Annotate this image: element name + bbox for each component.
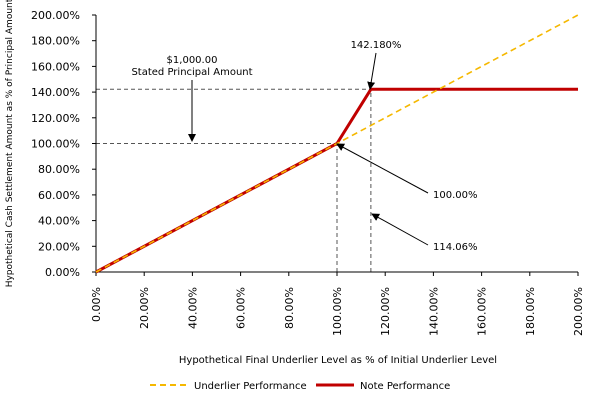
legend-underlier-label: Underlier Performance — [194, 381, 307, 392]
y-tick-label: 180.00% — [31, 35, 80, 48]
principal-amount-caption: Stated Principal Amount — [131, 67, 252, 78]
y-tick-label: 80.00% — [38, 163, 80, 176]
x-tick-label: 120.00% — [379, 287, 392, 336]
y-tick-label: 140.00% — [31, 86, 80, 99]
x-tick-label: 60.00% — [235, 287, 248, 329]
x-axis-label: Hypothetical Final Underlier Level as % … — [179, 355, 497, 366]
y-tick-label: 40.00% — [38, 215, 80, 228]
y-tick-label: 60.00% — [38, 189, 80, 202]
legend-note-label: Note Performance — [360, 381, 450, 392]
axes — [92, 14, 579, 276]
x-tick-label: 40.00% — [186, 287, 199, 329]
cap-label: 142.180% — [351, 40, 402, 51]
legend: Underlier Performance Note Performance — [150, 381, 450, 392]
hundred-percent-label: 100.00% — [433, 190, 478, 201]
y-tick-label: 0.00% — [45, 266, 80, 279]
y-tick-label: 160.00% — [31, 60, 80, 73]
x-tick-label: 100.00% — [331, 287, 344, 336]
x-tick-label: 0.00% — [90, 287, 103, 322]
x-tick-label: 200.00% — [572, 287, 585, 336]
x-tick-labels: 0.00% 20.00% 40.00% 60.00% 80.00% 100.00% 120.… — [90, 287, 585, 336]
series-line-note-performance — [95, 87, 578, 274]
y-tick-label: 120.00% — [31, 112, 80, 125]
x-tick-label: 140.00% — [427, 287, 440, 336]
x-tick-label: 180.00% — [524, 287, 537, 336]
reference-lines — [96, 88, 372, 272]
annotations: $1,000.00 Stated Principal Amount 142.18… — [131, 40, 477, 253]
hundred-percent-arrow — [336, 143, 429, 194]
cap-arrow — [367, 52, 377, 90]
y-tick-label: 200.00% — [31, 9, 80, 22]
x-tick-label: 160.00% — [476, 287, 489, 336]
series-line-underlier-performance — [95, 14, 579, 273]
x-tick-label: 20.00% — [138, 287, 151, 329]
x114-label: 114.06% — [433, 242, 478, 253]
y-tick-labels: 0.00% 20.00% 40.00% 60.00% 80.00% 100.00% 120.… — [31, 9, 80, 279]
x114-arrow — [371, 213, 429, 246]
principal-amount-label: $1,000.00 — [167, 55, 218, 66]
series — [95, 14, 579, 274]
y-tick-label: 20.00% — [38, 240, 80, 253]
y-tick-label: 100.00% — [31, 138, 80, 151]
x-tick-label: 80.00% — [283, 287, 296, 329]
axis-labels: Hypothetical Final Underlier Level as % … — [5, 0, 497, 366]
y-axis-label: Hypothetical Cash Settlement Amount as %… — [5, 0, 15, 287]
